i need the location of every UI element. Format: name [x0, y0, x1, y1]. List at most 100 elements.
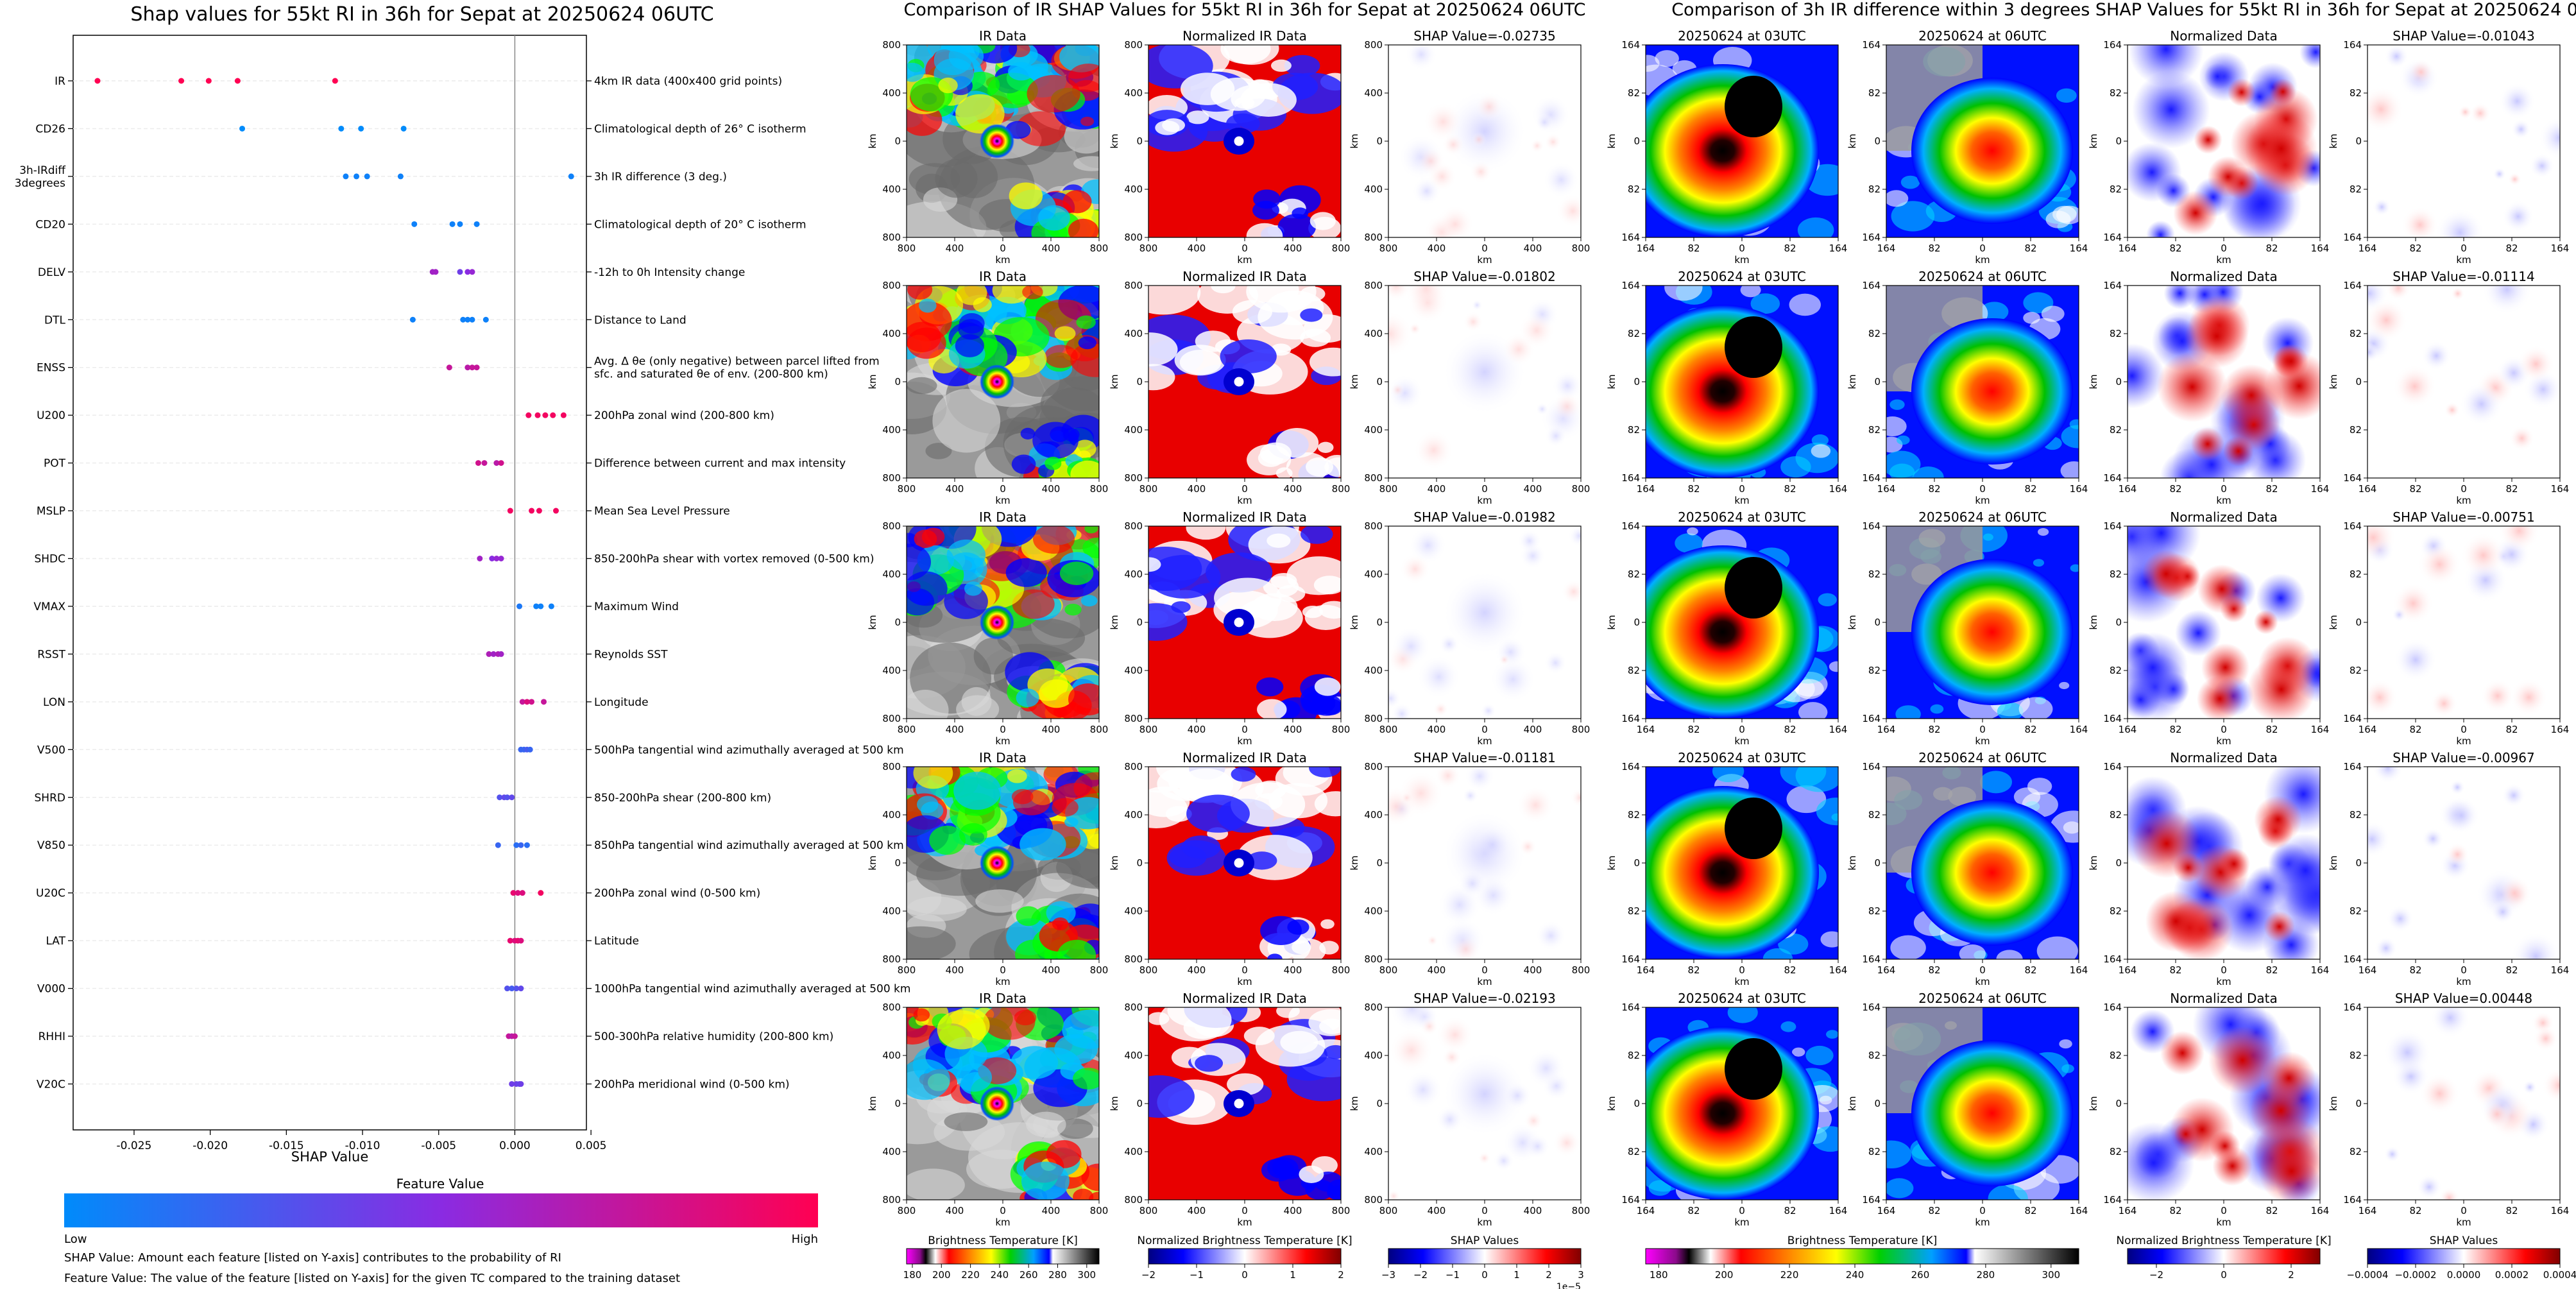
left-chart-title: Shap values for 55kt RI in 36h for Sepat… [130, 3, 713, 26]
feature-value-colorbar [64, 1193, 818, 1227]
y-tick-label: 164 [1621, 1002, 1640, 1013]
x-tick-label: 164 [1829, 1205, 1848, 1216]
shap-point [541, 699, 547, 705]
x-axis-label: km [1734, 735, 1749, 747]
y-tick-label: 0 [1633, 617, 1640, 628]
y-axis-label: km [1349, 615, 1360, 629]
colorbar-tick-label: 0 [1481, 1269, 1488, 1281]
shap-blob [1544, 651, 1567, 675]
cloud-texture [1280, 1030, 1318, 1054]
map-panel: Normalized IR Data 800 400 0 400 800 km 800 400 0… [1109, 750, 1350, 987]
panel-title: SHAP Value=-0.00967 [2393, 750, 2534, 765]
x-tick-label: 400 [946, 1205, 964, 1216]
colorbar-tick-label: 260 [1019, 1269, 1038, 1281]
convection-cell [948, 45, 984, 71]
convection-cell [929, 825, 966, 855]
cloud-texture [1792, 1047, 1805, 1057]
x-tick-label: 82 [1784, 724, 1796, 735]
y-tick-label: 82 [1868, 424, 1881, 436]
feature-description-label: Climatological depth of 26° C isotherm [594, 123, 806, 135]
x-tick-label: 0 [2221, 483, 2227, 495]
shap-blob [2422, 828, 2444, 850]
positive-blob [2145, 891, 2207, 952]
colorbar-offset-label: 1e−5 [1557, 1282, 1581, 1289]
feature-description-label: Reynolds SST [594, 648, 668, 661]
shap-blob [2367, 821, 2391, 858]
y-axis-label: km [867, 1096, 878, 1111]
panel-title: Normalized IR Data [1182, 509, 1307, 525]
x-tick-label: 82 [2169, 483, 2181, 495]
shap-blob [2387, 905, 2414, 932]
x-tick-label: -0.025 [117, 1140, 152, 1152]
map-panel: 20250624 at 06UTC 164 82 0 82 164 km 164 82 0 82 16… [1847, 750, 2088, 987]
y-tick-label: 164 [2103, 1194, 2122, 1206]
x-tick-label: 82 [1687, 724, 1700, 735]
shap-blob [2393, 583, 2434, 624]
cloud-texture [1300, 308, 1323, 322]
shap-blob [1535, 113, 1554, 132]
cloud-texture [2036, 936, 2078, 959]
shap-point [400, 125, 407, 132]
cloud-texture [1318, 601, 1341, 619]
x-tick-label: 82 [2169, 1205, 2181, 1216]
positive-blob [2196, 676, 2243, 719]
cloud-texture [907, 896, 967, 922]
x-tick-label: 400 [946, 483, 964, 495]
convection-cell [992, 286, 1031, 304]
x-tick-label: 400 [1284, 724, 1302, 735]
panel-image [1148, 45, 1341, 237]
negative-blob [2175, 610, 2222, 656]
x-tick-label: 400 [1428, 964, 1446, 976]
y-tick-label: 164 [2103, 761, 2122, 773]
panel-title: Normalized Data [2170, 991, 2278, 1006]
shap-blob [2435, 208, 2485, 237]
feature-description-label: 500hPa tangential wind azimuthally avera… [594, 744, 904, 756]
shap-blob [1503, 1081, 1532, 1111]
y-tick-label: 800 [1364, 1002, 1383, 1013]
x-tick-label: 800 [898, 483, 916, 495]
y-axis-label: km [1606, 1096, 1617, 1111]
shap-blob [1525, 1134, 1550, 1159]
x-axis-label: km [1237, 1216, 1252, 1228]
panel-title: IR Data [979, 509, 1027, 525]
cloud-texture [2059, 1039, 2072, 1049]
cloud-texture [1155, 120, 1180, 135]
cloud-texture [932, 389, 1001, 453]
y-tick-label: 164 [1621, 280, 1640, 291]
shap-blob [1469, 160, 1492, 184]
shap-point [343, 173, 349, 180]
map-panel: IR Data 800 400 0 400 800 km 800 400 0 400 800 km [867, 991, 1108, 1228]
feature-description-label: 3h IR difference (3 deg.) [594, 171, 727, 184]
y-tick-label: 0 [2355, 1098, 2362, 1109]
shap-point [524, 842, 530, 848]
y-tick-label: 800 [882, 953, 901, 965]
convection-cell [1088, 833, 1099, 848]
y-tick-label: 400 [1364, 328, 1383, 339]
colorbar-tick-label: 240 [991, 1269, 1009, 1281]
panel-image [2367, 767, 2560, 959]
panel-image [1886, 526, 2079, 719]
shap-point [519, 890, 525, 896]
panel-image [907, 45, 1099, 237]
y-tick-label: 0 [1874, 617, 1881, 628]
y-tick-label: 164 [2103, 713, 2122, 724]
shap-blob [1517, 529, 1541, 553]
x-tick-label: 800 [1572, 964, 1591, 976]
x-tick-label: 0 [1739, 1205, 1745, 1216]
x-tick-label: 800 [1139, 964, 1158, 976]
cloud-texture [1186, 794, 1250, 833]
convection-cell [1073, 1188, 1094, 1200]
cloud-texture [2069, 419, 2079, 429]
convection-cell [937, 1010, 986, 1050]
x-tick-label: 400 [1042, 1205, 1061, 1216]
cloud-texture [950, 155, 998, 198]
x-tick-label: 82 [2409, 483, 2421, 495]
x-axis-label: km [2456, 495, 2471, 506]
x-tick-label: 400 [1284, 483, 1302, 495]
y-tick-label: 164 [1621, 520, 1640, 532]
shap-blob [1436, 1016, 1474, 1054]
feature-name-label: MSLP [37, 505, 65, 518]
shap-blob [2491, 900, 2515, 924]
panel-title: IR Data [979, 750, 1027, 765]
cloud-texture [1148, 332, 1178, 367]
